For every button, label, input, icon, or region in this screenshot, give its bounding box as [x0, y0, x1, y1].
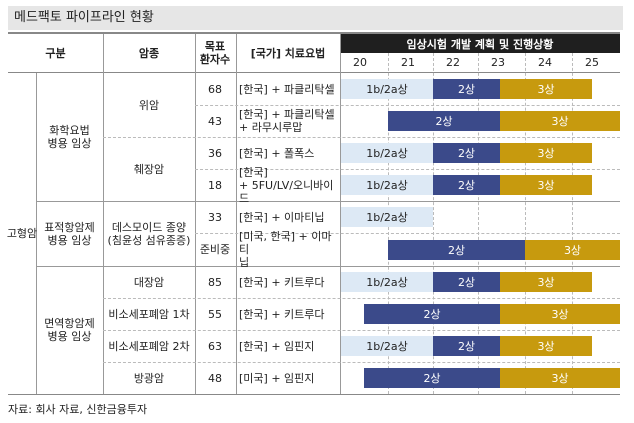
table-bottom-rule	[8, 394, 620, 395]
regimen-value: [한국] + 폴폭스	[239, 146, 315, 160]
row-divider	[195, 105, 620, 106]
regimen-value: [한국] + 키트루다	[239, 275, 325, 289]
phase-bar-3: 3상	[500, 111, 620, 131]
category-targeted: 표적항암제 병용 임상	[44, 220, 95, 247]
patients-value: 33	[208, 210, 222, 224]
phase-bar-3: 3상	[500, 304, 620, 324]
patients-value: 48	[208, 371, 222, 385]
regimen-value: [한국] + 5FU/LV/오니바이드	[239, 165, 334, 205]
cancer-label: 데스모이드 종양 (침윤성 섬유종증)	[107, 220, 191, 247]
patients-value: 18	[208, 178, 222, 192]
phase-bar-2: 2상	[433, 143, 500, 163]
grid-year-divider	[525, 53, 526, 394]
cancer-label: 위암	[138, 98, 160, 112]
year-22: 22	[446, 56, 460, 69]
header-regimen: [국가] 치료요법	[250, 46, 326, 60]
phase-bar-2: 2상	[364, 304, 500, 324]
section-divider	[36, 266, 620, 267]
phase-bar-3: 3상	[525, 240, 620, 260]
patients-value: 85	[208, 275, 222, 289]
header-top-rule	[8, 32, 620, 34]
patients-value: 68	[208, 82, 222, 96]
phase-bar-1b2a: 1b/2a상	[341, 272, 433, 292]
category-main: 고형암	[6, 227, 38, 240]
year-20: 20	[353, 56, 367, 69]
regimen-value: [한국] + 임핀지	[239, 339, 315, 353]
phase-bar-2: 2상	[388, 111, 500, 131]
cancer-label: 비소세포폐암 2차	[108, 339, 190, 353]
row-divider	[195, 169, 620, 170]
header-cancer: 암종	[138, 46, 160, 60]
phase-bar-2: 2상	[364, 368, 500, 388]
row-divider	[103, 137, 620, 138]
grid-col-divider	[340, 34, 341, 394]
regimen-value: [한국] + 파클리탁셀	[239, 82, 335, 96]
phase-bar-3: 3상	[500, 175, 592, 195]
grid-col-divider	[103, 34, 104, 394]
grid-col-divider	[236, 34, 237, 394]
phase-bar-1b2a: 1b/2a상	[341, 143, 433, 163]
header-patients: 목표 환자수	[199, 40, 231, 66]
patients-value: 36	[208, 146, 222, 160]
year-25: 25	[585, 56, 599, 69]
regimen-value: [미국] + 임핀지	[239, 371, 315, 385]
regimen-value: [미국, 한국] + 이마티 닙	[239, 230, 332, 269]
grid-year-divider	[478, 53, 479, 394]
phase-bar-3: 3상	[500, 79, 592, 99]
row-divider	[103, 362, 620, 363]
cancer-label: 비소세포폐암 1차	[108, 307, 190, 321]
phase-bar-2: 2상	[433, 336, 500, 356]
phase-bar-1b2a: 1b/2a상	[341, 207, 433, 227]
grid-col-divider	[195, 34, 196, 394]
cancer-label: 췌장암	[133, 162, 165, 176]
year-24: 24	[538, 56, 552, 69]
row-divider	[103, 330, 620, 331]
phase-bar-2: 2상	[433, 79, 500, 99]
row-divider	[195, 233, 620, 234]
patients-value: 준비중	[199, 243, 231, 256]
source-note: 자료: 회사 자료, 신한금융투자	[8, 403, 148, 416]
phase-bar-1b2a: 1b/2a상	[341, 336, 433, 356]
phase-bar-3: 3상	[500, 368, 620, 388]
cancer-label: 대장암	[133, 275, 165, 289]
phase-bar-3: 3상	[500, 336, 592, 356]
phase-bar-1b2a: 1b/2a상	[341, 175, 433, 195]
patients-value: 43	[208, 114, 222, 128]
header-category: 구분	[45, 46, 66, 60]
cancer-label: 방광암	[133, 371, 165, 385]
section-divider	[36, 201, 620, 202]
grid-col-divider	[36, 73, 37, 394]
phase-bar-3: 3상	[500, 143, 592, 163]
header-bottom-rule	[8, 72, 620, 73]
patients-value: 55	[208, 307, 222, 321]
phase-bar-1b2a: 1b/2a상	[341, 79, 433, 99]
regimen-value: [한국] + 파클리탁셀 + 라무시루맙	[239, 108, 335, 134]
regimen-value: [한국] + 이마티닙	[239, 210, 325, 224]
page-title: 메드팩토 파이프라인 현황	[8, 6, 623, 30]
phase-bar-3: 3상	[500, 272, 592, 292]
phase-bar-2: 2상	[388, 240, 525, 260]
grid-year-divider	[433, 53, 434, 394]
header-timeline: 임상시험 개발 계획 및 진행상황	[340, 34, 620, 53]
category-chemo: 화학요법 병용 임상	[47, 124, 92, 150]
patients-value: 63	[208, 339, 222, 353]
year-23: 23	[491, 56, 505, 69]
year-21: 21	[401, 56, 415, 69]
phase-bar-2: 2상	[433, 175, 500, 195]
row-divider	[103, 298, 620, 299]
phase-bar-2: 2상	[433, 272, 500, 292]
regimen-value: [한국] + 키트루다	[239, 307, 325, 321]
grid-year-divider	[572, 53, 573, 394]
category-immuno: 면역항암제 병용 임상	[44, 317, 95, 343]
